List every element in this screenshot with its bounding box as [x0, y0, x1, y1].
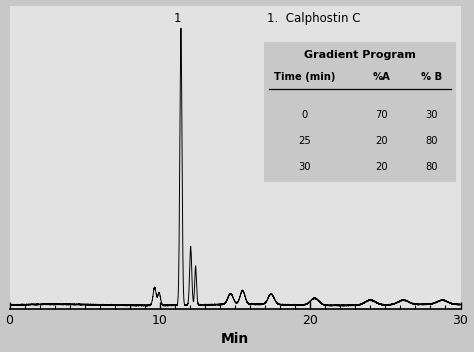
Text: 80: 80 [425, 136, 438, 146]
Text: 0: 0 [302, 110, 308, 120]
Text: 80: 80 [425, 162, 438, 172]
Text: Gradient Program: Gradient Program [304, 50, 416, 59]
Text: 70: 70 [375, 110, 388, 120]
Text: 20: 20 [375, 136, 388, 146]
Text: 1.  Calphostin C: 1. Calphostin C [266, 12, 360, 25]
Text: 25: 25 [299, 136, 311, 146]
Text: Time (min): Time (min) [274, 72, 336, 82]
FancyBboxPatch shape [264, 42, 456, 182]
Text: % B: % B [420, 72, 442, 82]
Text: 20: 20 [375, 162, 388, 172]
Text: 30: 30 [299, 162, 311, 172]
X-axis label: Min: Min [221, 332, 249, 346]
Text: 1: 1 [173, 12, 181, 25]
Text: %A: %A [373, 72, 391, 82]
Text: 30: 30 [425, 110, 438, 120]
